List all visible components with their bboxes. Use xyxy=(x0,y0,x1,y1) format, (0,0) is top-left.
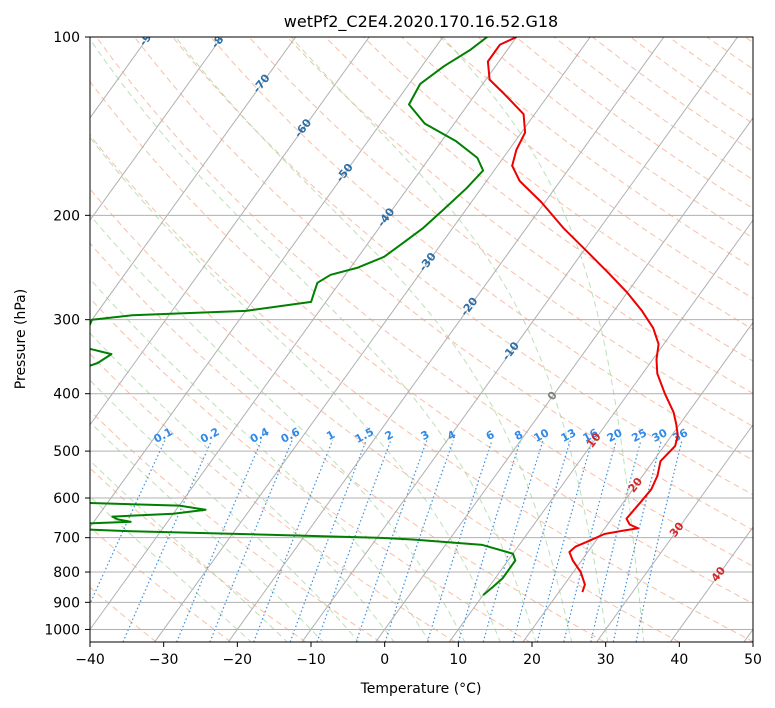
y-tick-label: 100 xyxy=(53,30,80,46)
x-axis-label: Temperature (°C) xyxy=(360,681,482,697)
y-tick-label: 1000 xyxy=(44,622,80,638)
x-tick-label: 10 xyxy=(449,652,467,668)
isotherm xyxy=(90,37,517,631)
isotherm xyxy=(90,37,296,324)
moist-adiabat xyxy=(90,278,431,642)
moist-adiabat xyxy=(90,379,360,642)
mixing-ratio-line xyxy=(316,440,392,642)
moist-adiabat xyxy=(90,38,537,642)
mixing-ratio-line xyxy=(512,440,571,642)
isotherm xyxy=(90,37,223,222)
mixing-ratio-label: 10 xyxy=(532,426,552,445)
isotherm xyxy=(301,37,738,642)
isotherm xyxy=(669,526,753,642)
mixing-ratio-label: 20 xyxy=(605,426,625,445)
mixing-ratio-line xyxy=(590,440,642,642)
isotherm xyxy=(154,37,591,642)
moist-adiabat xyxy=(90,332,395,642)
isotherm xyxy=(448,219,753,642)
mixing-ratio-label: 30 xyxy=(650,426,670,445)
mixing-ratio-line xyxy=(536,440,593,642)
pressure-gridlines xyxy=(90,37,753,642)
y-tick-label: 600 xyxy=(53,491,80,507)
background-lines xyxy=(90,37,753,642)
y-tick-label: 700 xyxy=(53,531,80,547)
mixing-ratio-line xyxy=(612,440,662,642)
mixing-ratio-line xyxy=(90,440,166,606)
mixing-ratio-line xyxy=(176,440,262,642)
chart-title: wetPf2_C2E4.2020.170.16.52.G18 xyxy=(284,12,558,32)
isotherm xyxy=(90,37,370,426)
dry-adiabat xyxy=(95,37,753,567)
axis-ticks: −40 −30 −20 −10 0 10 20 30 40 50 100 200 300 400 500 60… xyxy=(44,30,762,668)
mixing-ratio-line xyxy=(635,440,683,642)
x-tick-label: 30 xyxy=(597,652,615,668)
dry-adiabat xyxy=(90,297,530,642)
dry-adiabat xyxy=(90,409,381,642)
mixing-ratio-line xyxy=(457,440,521,642)
dry-adiabat xyxy=(90,242,605,642)
mixing-ratio-line xyxy=(482,440,544,642)
y-tick-label: 800 xyxy=(53,565,80,581)
x-tick-label: 20 xyxy=(523,652,541,668)
y-axis-label: Pressure (hPa) xyxy=(13,289,29,389)
dry-adiabat xyxy=(363,37,753,330)
x-tick-label: −10 xyxy=(296,652,326,668)
mixing-ratio-line xyxy=(122,440,213,642)
x-tick-label: 40 xyxy=(670,652,688,668)
moist-adiabat xyxy=(90,136,501,642)
mixing-ratio-label: 25 xyxy=(629,426,649,445)
dry-adiabat xyxy=(324,37,753,362)
x-tick-label: −30 xyxy=(149,652,179,668)
moist-adiabat xyxy=(290,37,609,642)
x-tick-label: −20 xyxy=(223,652,253,668)
isotherm xyxy=(596,423,753,642)
dry-adiabat xyxy=(134,37,753,531)
isotherm xyxy=(375,117,753,642)
dry-adiabat xyxy=(286,37,753,394)
x-tick-label: −40 xyxy=(75,652,105,668)
mixing-ratio-line xyxy=(289,440,367,642)
x-tick-label: 50 xyxy=(744,652,762,668)
temperature-line xyxy=(486,37,679,593)
x-tick-label: 0 xyxy=(380,652,389,668)
mixing-ratio-label: 36 xyxy=(670,426,690,445)
moist-adiabat xyxy=(442,37,645,642)
y-tick-label: 900 xyxy=(53,595,80,611)
mixing-ratio-line xyxy=(563,440,617,642)
mixing-ratio-line xyxy=(426,440,493,642)
dry-adiabat xyxy=(90,134,753,642)
isotherm xyxy=(90,37,444,528)
profiles xyxy=(90,37,679,596)
mixing-ratio-label: 13 xyxy=(559,426,579,445)
dry-adiabat xyxy=(90,467,306,642)
isotherm xyxy=(227,37,665,642)
y-tick-label: 300 xyxy=(53,313,80,329)
moist-adiabat xyxy=(90,459,288,642)
mixing-ratio-line xyxy=(355,440,428,642)
plot-frame xyxy=(89,36,754,643)
y-tick-label: 500 xyxy=(53,444,80,460)
dry-adiabat xyxy=(90,188,680,642)
y-tick-label: 400 xyxy=(53,387,80,403)
dry-adiabat xyxy=(90,80,753,604)
moist-adiabat xyxy=(90,214,466,642)
y-tick-label: 200 xyxy=(53,208,80,224)
isotherm xyxy=(522,321,753,642)
moist-adiabat xyxy=(90,495,252,642)
dewpoint-line xyxy=(90,37,517,596)
isotherm-label: -90 xyxy=(137,25,160,49)
mixing-ratio-label: 16 xyxy=(581,426,601,445)
